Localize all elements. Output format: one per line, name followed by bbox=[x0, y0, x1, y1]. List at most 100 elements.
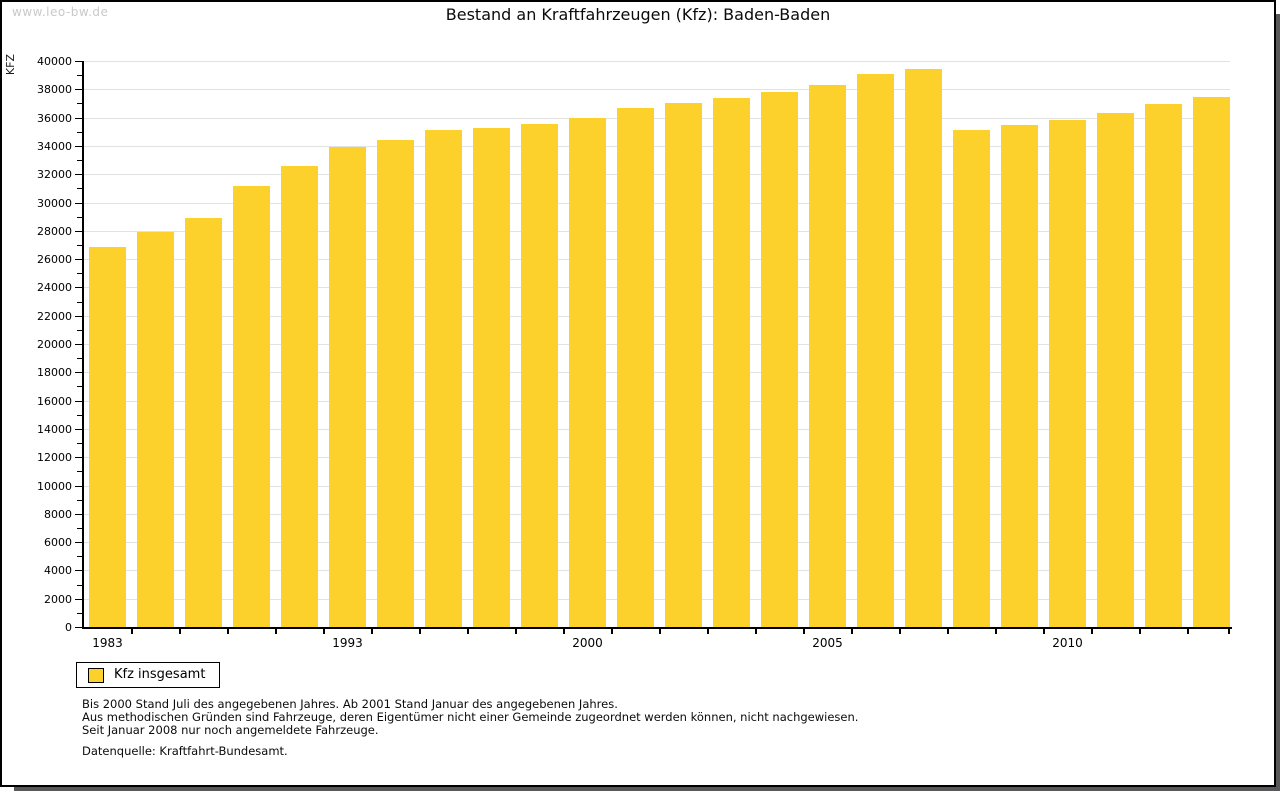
gridline bbox=[84, 344, 1230, 345]
x-axis-tick bbox=[899, 629, 901, 634]
y-axis-tick bbox=[75, 457, 82, 459]
y-axis-tick bbox=[77, 244, 82, 246]
y-axis-tick-label: 8000 bbox=[44, 507, 72, 521]
y-axis-tick bbox=[75, 542, 82, 544]
y-axis-tick-label: 40000 bbox=[37, 55, 72, 68]
x-axis-tick bbox=[323, 629, 325, 634]
x-axis-tick bbox=[1139, 629, 1141, 634]
x-axis-tick bbox=[1043, 629, 1045, 634]
x-axis-tick bbox=[419, 629, 421, 634]
bar bbox=[521, 123, 558, 627]
y-axis-tick bbox=[75, 400, 82, 402]
bar bbox=[1097, 113, 1134, 627]
y-axis-tick bbox=[75, 287, 82, 289]
bar bbox=[569, 118, 606, 627]
gridline bbox=[84, 457, 1230, 459]
y-axis-tick bbox=[75, 344, 82, 345]
bar bbox=[281, 165, 318, 627]
x-axis-tick bbox=[563, 629, 565, 634]
y-axis-tick-label: 36000 bbox=[37, 111, 72, 125]
y-axis-tick bbox=[75, 513, 82, 515]
y-axis-tick bbox=[75, 372, 82, 374]
bar bbox=[665, 103, 702, 627]
y-axis-tick-label: 0 bbox=[65, 621, 72, 634]
y-axis-tick-label: 10000 bbox=[37, 479, 72, 493]
y-axis-tick bbox=[75, 202, 82, 204]
y-axis-tick-label: 2000 bbox=[44, 592, 72, 606]
bar bbox=[329, 147, 366, 627]
x-axis-tick bbox=[851, 629, 853, 634]
gridline bbox=[84, 230, 1230, 232]
y-axis-tick-label: 34000 bbox=[37, 139, 72, 153]
legend-swatch-icon bbox=[88, 668, 104, 683]
gridline bbox=[84, 89, 1230, 91]
y-axis-tick bbox=[77, 329, 82, 331]
x-axis-tick bbox=[611, 629, 613, 634]
footnotes: Bis 2000 Stand Juli des angegebenen Jahr… bbox=[82, 698, 858, 758]
bar bbox=[761, 92, 798, 627]
y-axis-tick-label: 14000 bbox=[37, 422, 72, 436]
legend: Kfz insgesamt bbox=[76, 662, 220, 688]
gridline bbox=[84, 598, 1230, 600]
y-axis-tick bbox=[77, 612, 82, 614]
y-axis-tick bbox=[77, 273, 82, 275]
y-axis-tick bbox=[77, 103, 82, 105]
y-axis-tick-label: 22000 bbox=[37, 309, 72, 323]
bar bbox=[1193, 97, 1230, 627]
y-axis-tick-label: 12000 bbox=[37, 451, 72, 465]
x-axis-tick bbox=[131, 629, 133, 634]
footnote-line: Seit Januar 2008 nur noch angemeldete Fa… bbox=[82, 723, 379, 737]
bar bbox=[953, 130, 990, 627]
y-axis-tick-label: 16000 bbox=[37, 394, 72, 408]
gridline bbox=[84, 259, 1230, 261]
y-axis-tick bbox=[77, 75, 82, 77]
y-axis-tick bbox=[77, 301, 82, 303]
bar bbox=[233, 185, 270, 627]
y-axis-tick-label: 26000 bbox=[37, 253, 72, 267]
y-axis-tick-label: 38000 bbox=[37, 83, 72, 97]
gridline bbox=[84, 174, 1230, 176]
y-axis-tick bbox=[75, 598, 82, 600]
legend-label: Kfz insgesamt bbox=[114, 667, 206, 682]
y-axis-tick bbox=[77, 216, 82, 218]
y-axis-tick bbox=[77, 471, 82, 473]
x-axis-tick-label: 1983 bbox=[92, 636, 123, 650]
y-axis-tick bbox=[77, 584, 82, 586]
y-axis-tick bbox=[75, 259, 82, 261]
y-axis-tick bbox=[77, 358, 82, 360]
gridline bbox=[84, 61, 1230, 62]
y-axis-tick bbox=[75, 315, 82, 317]
y-axis-tick bbox=[77, 443, 82, 445]
y-axis-tick bbox=[75, 627, 82, 628]
y-axis-tick-label: 32000 bbox=[37, 168, 72, 182]
bar bbox=[185, 218, 222, 627]
y-axis-tick bbox=[77, 386, 82, 388]
x-axis-tick bbox=[227, 629, 229, 634]
gridline bbox=[84, 428, 1230, 430]
bar bbox=[713, 97, 750, 627]
x-axis-tick bbox=[371, 629, 373, 634]
x-axis-tick bbox=[467, 629, 469, 634]
footnote-line: Aus methodischen Gründen sind Fahrzeuge,… bbox=[82, 710, 859, 724]
y-axis-tick-label: 6000 bbox=[44, 536, 72, 550]
y-axis-tick bbox=[75, 570, 82, 572]
y-axis-tick-label: 18000 bbox=[37, 366, 72, 380]
x-axis-tick bbox=[179, 629, 181, 634]
bar bbox=[809, 85, 846, 627]
y-axis-tick bbox=[75, 117, 82, 119]
gridline bbox=[84, 542, 1230, 544]
x-axis-tick bbox=[659, 629, 661, 634]
gridline bbox=[84, 117, 1230, 119]
gridline bbox=[84, 287, 1230, 289]
y-axis-tick bbox=[77, 131, 82, 133]
x-axis-tick bbox=[1187, 629, 1189, 634]
y-axis-tick bbox=[75, 145, 82, 147]
y-axis-tick-label: 20000 bbox=[37, 338, 72, 351]
bar bbox=[1001, 125, 1038, 627]
y-axis-tick bbox=[75, 428, 82, 430]
y-axis-tick bbox=[77, 527, 82, 529]
y-axis-tick bbox=[75, 174, 82, 176]
y-axis-tick-label: 28000 bbox=[37, 224, 72, 238]
y-axis-tick bbox=[77, 188, 82, 190]
